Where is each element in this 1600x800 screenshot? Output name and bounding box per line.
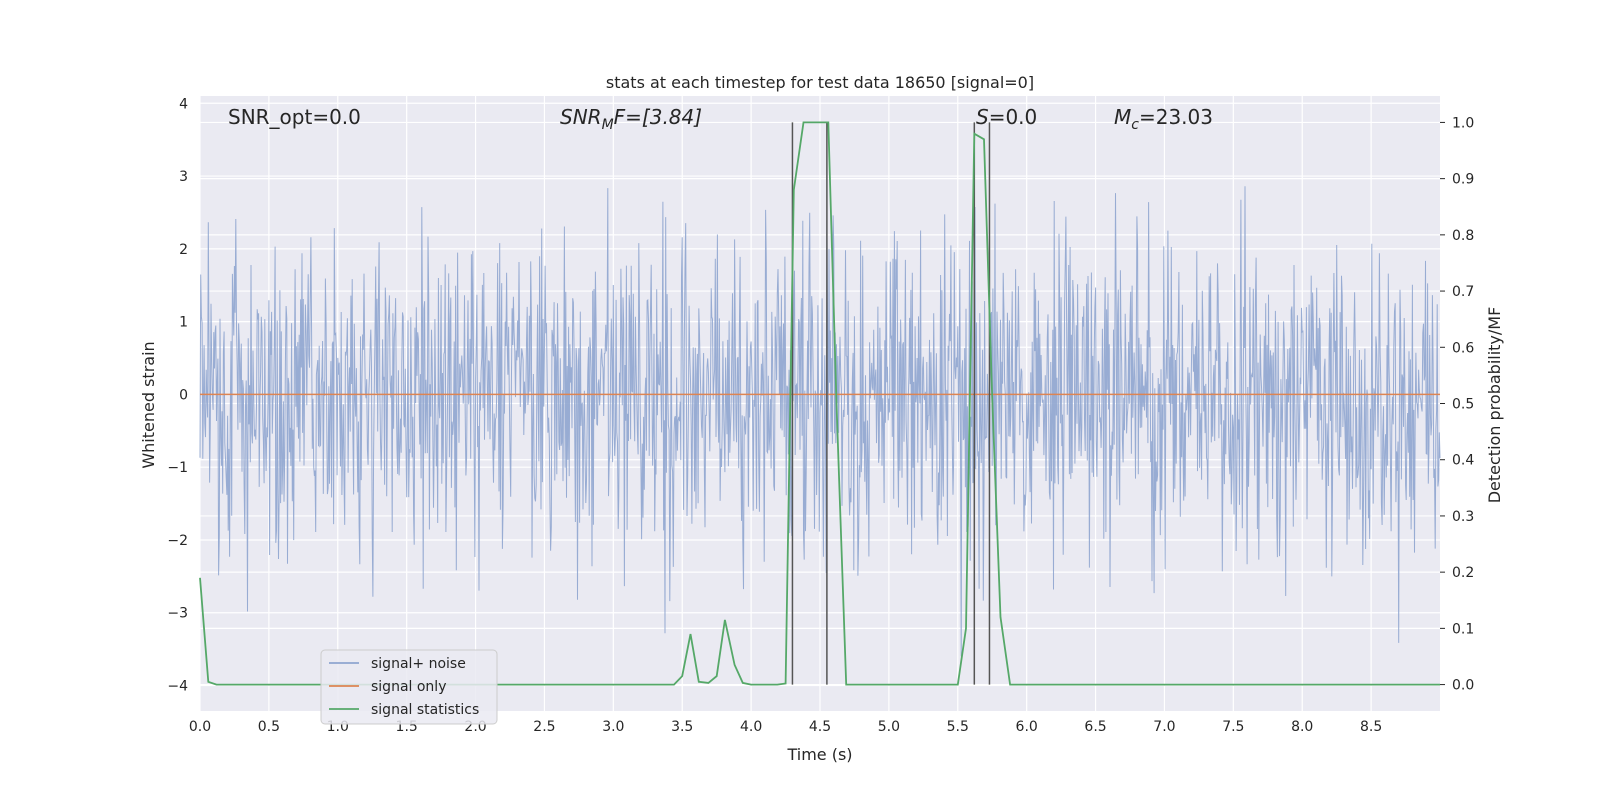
mc-annotation: Mc=23.03 xyxy=(1114,105,1213,133)
x-tick-label: 0.0 xyxy=(189,719,211,735)
vertical-markers xyxy=(791,122,991,685)
x-tick-label: 7.0 xyxy=(1153,719,1175,735)
legend-label-signal-noise: signal+ noise xyxy=(371,656,466,672)
chart-title: stats at each timestep for test data 186… xyxy=(606,73,1034,92)
y-right-tick-label: 0.2 xyxy=(1452,565,1474,581)
legend: signal+ noise signal only signal statist… xyxy=(320,649,498,725)
s-annotation: S=0.0 xyxy=(976,105,1037,129)
y-left-tick-labels: −4 −3 −2 −1 0 1 2 3 4 xyxy=(167,96,188,694)
y-left-tick-label: −1 xyxy=(167,460,188,476)
y-right-tick-labels: 0.0 0.1 0.2 0.3 0.4 0.5 0.6 0.7 0.8 0.9 1.0 xyxy=(1440,115,1474,694)
x-axis-label: Time (s) xyxy=(786,745,852,764)
legend-label-signal-only: signal only xyxy=(371,679,446,695)
x-tick-label: 3.5 xyxy=(671,719,693,735)
y-left-tick-label: −2 xyxy=(167,533,188,549)
y-right-tick-label: 0.7 xyxy=(1452,284,1474,300)
x-tick-label: 4.0 xyxy=(740,719,762,735)
x-tick-label: 6.0 xyxy=(1016,719,1038,735)
y-right-tick-label: 0.0 xyxy=(1452,678,1474,694)
x-tick-label: 6.5 xyxy=(1084,719,1106,735)
x-tick-label: 5.0 xyxy=(878,719,900,735)
snr-mf-annotation: SNRMF=[3.84] xyxy=(560,105,702,133)
snr-opt-annotation: SNR_opt=0.0 xyxy=(228,105,361,129)
y-right-tick-label: 0.3 xyxy=(1452,509,1474,525)
y-right-tick-label: 0.4 xyxy=(1452,453,1474,469)
y-right-tick-label: 0.6 xyxy=(1452,340,1474,356)
x-tick-label: 0.5 xyxy=(258,719,280,735)
y-left-tick-label: 0 xyxy=(179,387,188,403)
y-left-tick-label: 1 xyxy=(179,315,188,331)
x-tick-label: 8.0 xyxy=(1291,719,1313,735)
y-right-tick-label: 0.1 xyxy=(1452,621,1474,637)
x-tick-label: 5.5 xyxy=(947,719,969,735)
x-tick-label: 2.5 xyxy=(533,719,555,735)
y-left-tick-label: −4 xyxy=(167,679,188,695)
legend-box xyxy=(320,649,498,725)
legend-label-signal-statistics: signal statistics xyxy=(371,702,479,718)
y-right-axis-label: Detection probability/MF xyxy=(1485,307,1504,504)
x-tick-label: 7.5 xyxy=(1222,719,1244,735)
x-tick-labels: 0.0 0.5 1.0 1.5 2.0 2.5 3.0 3.5 4.0 4.5 5.0 5.5 6.0 6… xyxy=(189,719,1382,735)
signal-noise-trace xyxy=(199,186,1441,657)
y-left-tick-label: 3 xyxy=(179,169,188,185)
y-right-tick-label: 0.8 xyxy=(1452,228,1474,244)
y-right-tick-label: 1.0 xyxy=(1452,115,1474,131)
y-left-tick-label: 2 xyxy=(179,242,188,258)
y-right-tick-label: 0.9 xyxy=(1452,172,1474,188)
x-tick-label: 3.0 xyxy=(602,719,624,735)
x-tick-label: 4.5 xyxy=(809,719,831,735)
x-tick-label: 8.5 xyxy=(1360,719,1382,735)
y-left-axis-label: Whitened strain xyxy=(139,341,158,468)
signal-statistics-line xyxy=(199,121,1440,686)
y-left-tick-label: −3 xyxy=(167,606,188,622)
y-left-tick-label: 4 xyxy=(179,96,188,112)
y-right-tick-label: 0.5 xyxy=(1452,397,1474,413)
noise-series xyxy=(199,186,1441,657)
